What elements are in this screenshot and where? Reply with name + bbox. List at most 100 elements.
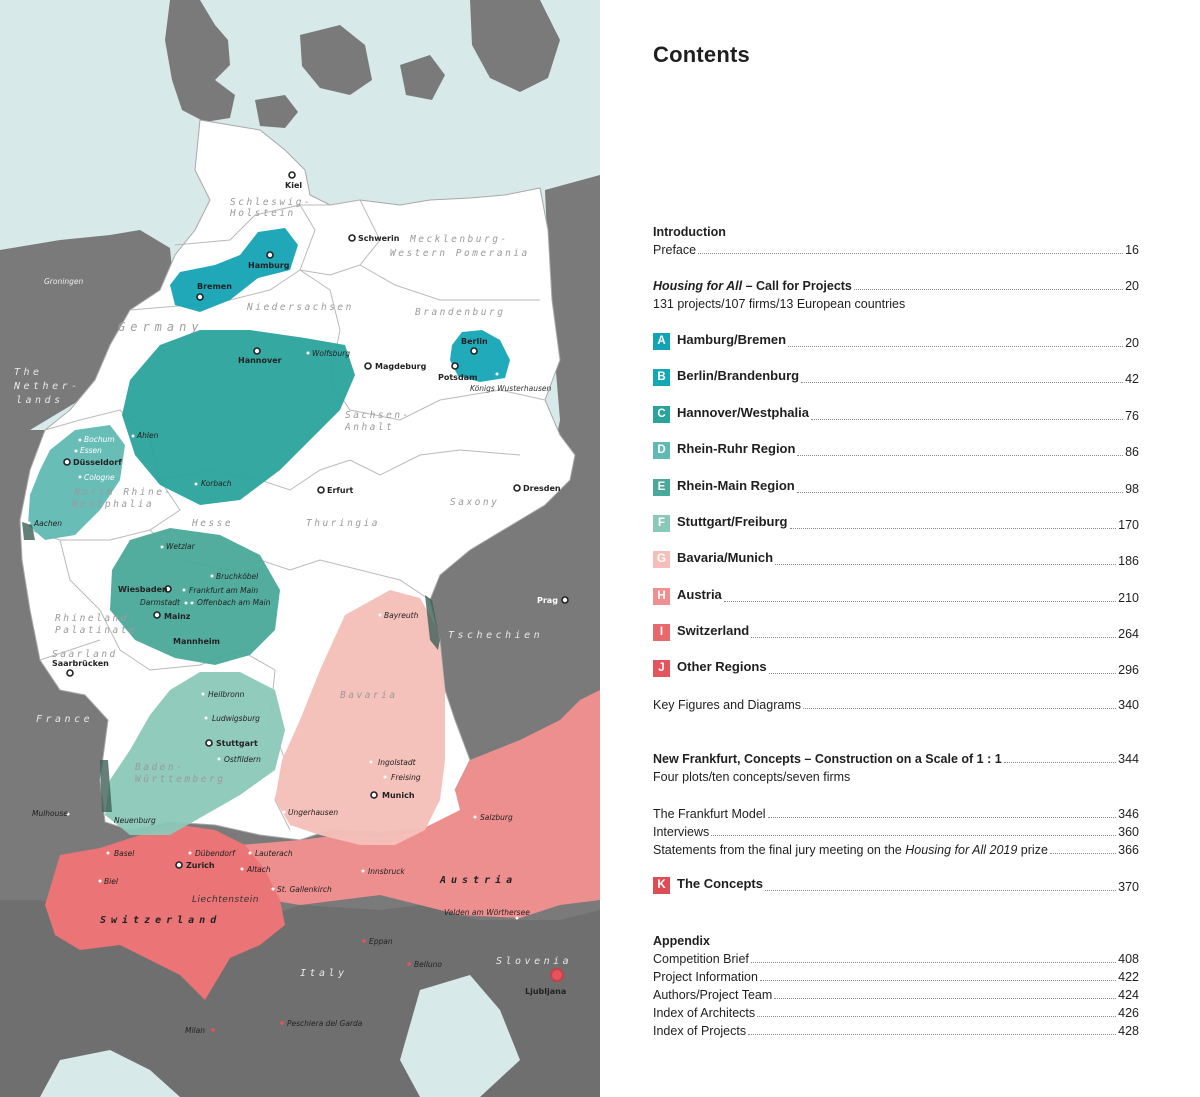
section-label: Switzerland xyxy=(677,623,750,638)
toc-section-k[interactable]: K The Concepts 370 xyxy=(653,876,1139,894)
section-page: 20 xyxy=(1125,336,1139,350)
city-dot-dresden xyxy=(513,484,521,492)
section-label: Austria xyxy=(677,587,722,602)
label-baden-1: Baden- xyxy=(135,762,184,773)
region-stuttgart xyxy=(105,672,285,835)
leader-dots xyxy=(789,528,1117,529)
leader-dots xyxy=(802,708,1117,709)
city-dot-zurich xyxy=(175,861,183,869)
city-lauterach: Lauterach xyxy=(255,849,293,858)
leader-dots xyxy=(767,817,1117,818)
section-page: 42 xyxy=(1125,372,1139,386)
city-wetzlar: Wetzlar xyxy=(166,542,196,551)
city-mainz: Mainz xyxy=(164,612,191,621)
label-saxony: Saxony xyxy=(450,497,499,508)
city-dot-magdeburg xyxy=(364,362,372,370)
leader-dots xyxy=(797,455,1124,456)
mediterranean-water xyxy=(40,1050,180,1097)
toc-entry-new-frankfurt[interactable]: New Frankfurt, Concepts – Construction o… xyxy=(653,748,1139,766)
entry-label: Key Figures and Diagrams xyxy=(653,698,801,712)
entry-page: 360 xyxy=(1118,825,1139,839)
section-page: 264 xyxy=(1118,627,1139,641)
toc-section-d[interactable]: D Rhein-Ruhr Region 86 xyxy=(653,441,1139,459)
toc-section-e[interactable]: E Rhein-Main Region 98 xyxy=(653,478,1139,496)
neuenburg-shadow xyxy=(100,760,112,812)
section-page: 210 xyxy=(1118,591,1139,605)
label-baden-2: Württemberg xyxy=(135,774,225,785)
entry-page: 20 xyxy=(1125,279,1139,293)
city-essen: Essen xyxy=(80,446,102,455)
toc-section-c[interactable]: C Hannover/Westphalia 76 xyxy=(653,405,1139,423)
label-schleswig-2: Holstein xyxy=(229,208,296,219)
label-france: France xyxy=(36,714,93,725)
section-label: The Concepts xyxy=(677,876,763,891)
city-ljubljana: Ljubljana xyxy=(525,987,566,996)
city-frankfurt: Frankfurt am Main xyxy=(189,586,258,595)
city-kiel: Kiel xyxy=(285,181,302,190)
toc-entry-frankfurt-model[interactable]: The Frankfurt Model 346 xyxy=(653,803,1139,821)
section-badge: C xyxy=(653,406,670,423)
toc-section-f[interactable]: F Stuttgart/Freiburg 170 xyxy=(653,514,1139,532)
leader-dots xyxy=(748,1034,1117,1035)
region-rhein-main xyxy=(110,528,280,665)
entry-page: 424 xyxy=(1118,988,1139,1002)
section-badge: I xyxy=(653,624,670,641)
city-dot-munich xyxy=(370,791,378,799)
label-bavaria: Bavaria xyxy=(340,690,398,701)
toc-entry-interviews[interactable]: Interviews 360 xyxy=(653,821,1139,839)
toc-entry-authors[interactable]: Authors/Project Team 424 xyxy=(653,984,1139,1002)
toc-section-i[interactable]: I Switzerland 264 xyxy=(653,623,1139,641)
toc-entry-competition-brief[interactable]: Competition Brief 408 xyxy=(653,948,1139,966)
city-innsbruck: Innsbruck xyxy=(368,867,405,876)
city-darmstadt: Darmstadt xyxy=(140,598,181,607)
label-rhineland-2: Palatinate xyxy=(55,625,137,636)
entry-page: 426 xyxy=(1118,1006,1139,1020)
section-badge: D xyxy=(653,442,670,459)
section-page: 98 xyxy=(1125,482,1139,496)
toc-section-a[interactable]: A Hamburg/Bremen 20 xyxy=(653,332,1139,350)
section-page: 370 xyxy=(1118,880,1139,894)
toc-entry-statements[interactable]: Statements from the final jury meeting o… xyxy=(653,839,1139,857)
statements-pre: Statements from the final jury meeting o… xyxy=(653,843,906,857)
label-brandenburg: Brandenburg xyxy=(415,307,505,318)
label-nrw-1: North Rhine- xyxy=(73,487,173,498)
toc-section-g[interactable]: G Bavaria/Munich 186 xyxy=(653,550,1139,568)
statements-post: prize xyxy=(1017,843,1048,857)
toc-entry-key-figures[interactable]: Key Figures and Diagrams 340 xyxy=(653,694,1139,712)
poland-land xyxy=(540,175,600,610)
city-dot-mainz xyxy=(153,611,161,619)
label-mecklenburg-1: Mecklenburg- xyxy=(409,234,509,245)
switzerland-region xyxy=(45,825,285,1000)
city-offenbach: Offenbach am Main xyxy=(197,598,271,607)
city-ingolstadt: Ingolstadt xyxy=(378,758,417,767)
section-badge: J xyxy=(653,660,670,677)
table-of-contents: Contents Introduction Preface 16 Housing… xyxy=(653,0,1139,1097)
neighbor-land-west xyxy=(0,230,175,440)
toc-section-h[interactable]: H Austria 210 xyxy=(653,587,1139,605)
label-netherlands-2: Nether- xyxy=(13,381,81,392)
toc-section-j[interactable]: J Other Regions 296 xyxy=(653,659,1139,677)
city-velden: Velden am Wörthersee xyxy=(444,908,530,917)
section-label: Stuttgart/Freiburg xyxy=(677,514,788,529)
label-sachsen-anhalt-1: Sachsen- xyxy=(345,410,411,421)
city-st-gallenkirch: St. Gallenkirch xyxy=(277,885,332,894)
city-neuenburg: Neuenburg xyxy=(114,816,156,825)
city-duesseldorf: Düsseldorf xyxy=(73,458,122,467)
city-stuttgart: Stuttgart xyxy=(216,739,258,748)
city-altach: Altach xyxy=(246,865,271,874)
toc-entry-preface[interactable]: Preface 16 xyxy=(653,239,1139,257)
region-hamburg-bremen xyxy=(170,228,298,312)
region-berlin xyxy=(450,330,510,382)
region-hannover xyxy=(122,330,355,505)
city-bremen: Bremen xyxy=(197,282,232,291)
city-ahlen: Ahlen xyxy=(136,431,159,440)
toc-entry-project-information[interactable]: Project Information 422 xyxy=(653,966,1139,984)
toc-entry-index-architects[interactable]: Index of Architects 426 xyxy=(653,1002,1139,1020)
city-ostfildern: Ostfildern xyxy=(224,755,261,764)
toc-entry-call[interactable]: Housing for All – Call for Projects 20 xyxy=(653,275,1139,293)
toc-entry-index-projects[interactable]: Index of Projects 428 xyxy=(653,1020,1139,1038)
entry-label: Competition Brief xyxy=(653,952,749,966)
city-munich: Munich xyxy=(382,791,415,800)
toc-section-b[interactable]: B Berlin/Brandenburg 42 xyxy=(653,368,1139,386)
city-mannheim: Mannheim xyxy=(173,637,220,646)
